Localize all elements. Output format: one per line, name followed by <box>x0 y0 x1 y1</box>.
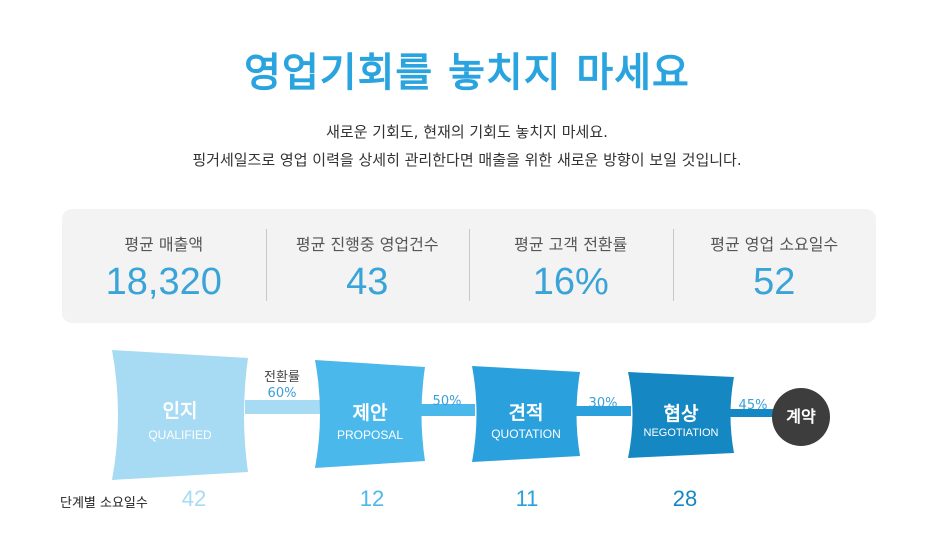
stage-shape <box>112 350 248 480</box>
stage-days-value: 12 <box>359 486 385 511</box>
stage-shape <box>315 360 425 468</box>
stage-days-value: 28 <box>672 486 698 511</box>
stage-qualified: 인지 QUALIFIED <box>112 350 248 480</box>
connector-3 <box>576 406 631 416</box>
conversion-rate-4: 45% <box>730 398 776 414</box>
page-title: 영업기회를 놓치지 마세요 <box>244 50 690 96</box>
stat-label: 평균 매출액 <box>124 235 204 254</box>
stage-en-label: PROPOSAL <box>336 428 404 442</box>
stage-ko-label: 인지 <box>162 400 198 422</box>
stat-avg-conversion: 평균 고객 전환률 16% <box>469 209 673 323</box>
connector-4 <box>730 409 776 417</box>
conversion-rate-1: 전환률 60% <box>252 370 312 402</box>
stat-avg-deals: 평균 진행중 영업건수 43 <box>265 209 470 323</box>
stage-negotiation: 협상 NEGOTIATION <box>628 372 734 458</box>
stage-ko-label: 견적 <box>508 402 544 424</box>
stage-ko-label: 제안 <box>352 402 388 424</box>
stage-quotation: 견적 QUOTATION <box>472 366 580 462</box>
description-line-1: 새로운 기회도, 현재의 기회도 놓치지 마세요. <box>326 123 608 141</box>
stat-label: 평균 고객 전환률 <box>514 235 628 254</box>
stat-value: 43 <box>346 261 389 303</box>
stage-contract: 계약 <box>772 388 830 446</box>
page-description: 새로운 기회도, 현재의 기회도 놓치지 마세요. 핑거세일즈로 영업 이력을 … <box>0 118 934 174</box>
stage-days-value: 11 <box>515 486 539 511</box>
stats-panel: 평균 매출액 18,320 평균 진행중 영업건수 43 평균 고객 전환률 1… <box>62 209 876 323</box>
stat-value: 16% <box>532 261 609 303</box>
stage-en-label: QUOTATION <box>491 427 561 441</box>
stat-label: 평균 영업 소요일수 <box>710 235 839 254</box>
rate-value: 60% <box>267 386 297 401</box>
stat-value: 18,320 <box>105 261 222 303</box>
conversion-rate-2: 50% <box>422 394 472 410</box>
description-line-2: 핑거세일즈로 영업 이력을 상세히 관리한다면 매출을 위한 새로운 방향이 보… <box>192 151 742 169</box>
connector-2 <box>420 404 475 416</box>
stage-shape <box>472 366 580 462</box>
rate-label: 전환률 <box>264 370 300 385</box>
stage-en-label: QUALIFIED <box>148 428 212 442</box>
stat-avg-days: 평균 영업 소요일수 52 <box>672 209 877 323</box>
stage-ko-label: 협상 <box>663 403 699 425</box>
stage-shape <box>628 372 734 458</box>
stage-days-value: 42 <box>181 486 207 511</box>
stage-en-label: NEGOTIATION <box>643 427 719 439</box>
conversion-rate-3: 30% <box>578 396 628 412</box>
stage-proposal: 제안 PROPOSAL <box>315 360 425 468</box>
rate-value: 50% <box>432 394 462 409</box>
rate-value: 30% <box>588 396 618 411</box>
stat-value: 52 <box>753 261 796 303</box>
stat-label: 평균 진행중 영업건수 <box>295 235 439 254</box>
days-per-stage-label: 단계별 소요일수 <box>60 496 148 511</box>
rate-value: 45% <box>738 398 768 413</box>
connector-1 <box>245 400 320 414</box>
stat-avg-sales: 평균 매출액 18,320 <box>62 209 266 323</box>
